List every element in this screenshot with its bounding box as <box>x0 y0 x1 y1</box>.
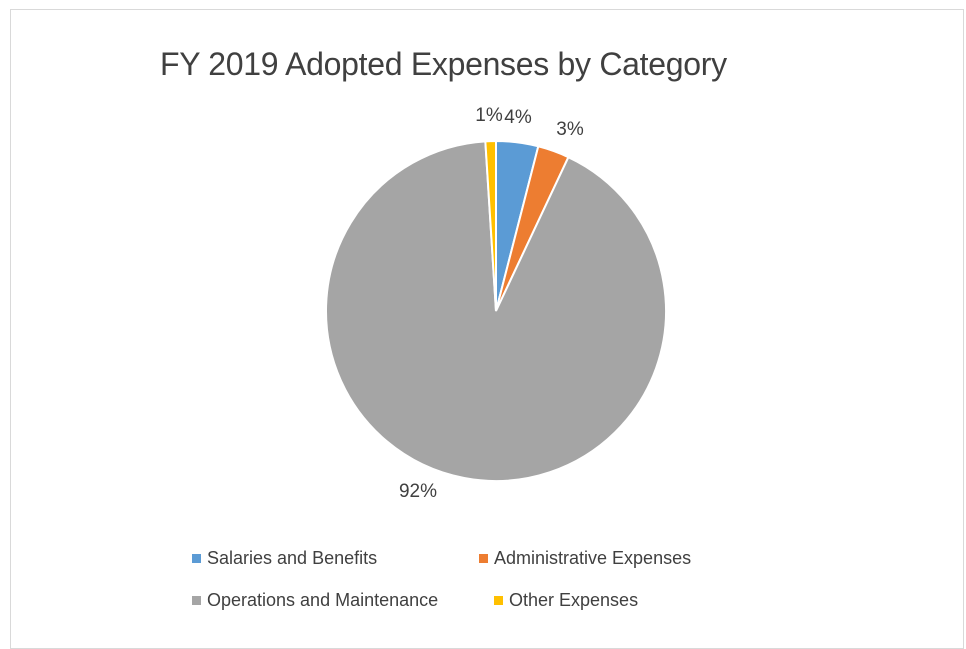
pie-chart: 4% 3% 92% 1% <box>325 105 667 502</box>
legend-label: Salaries and Benefits <box>207 548 378 568</box>
slice-other-expenses <box>484 139 497 312</box>
legend-item-other: Other Expenses <box>494 590 638 611</box>
legend-swatch <box>494 596 503 605</box>
legend-label: Administrative Expenses <box>494 548 692 568</box>
legend-swatch <box>192 554 201 563</box>
data-label-operations: 92% <box>399 481 437 502</box>
data-label-salaries: 4% <box>504 107 532 128</box>
legend-label: Operations and Maintenance <box>207 590 439 610</box>
legend-item-administrative: Administrative Expenses <box>479 548 691 569</box>
chart-title: FY 2019 Adopted Expenses by Category <box>160 46 727 82</box>
legend-swatch <box>192 596 201 605</box>
slice-operations-and-maintenance <box>325 140 667 482</box>
data-label-administrative: 3% <box>556 119 584 140</box>
legend-swatch <box>479 554 488 563</box>
legend-item-salaries: Salaries and Benefits <box>192 548 377 569</box>
legend-label: Other Expenses <box>509 590 639 610</box>
data-label-other: 1% <box>475 105 503 126</box>
legend-item-operations: Operations and Maintenance <box>192 590 438 611</box>
